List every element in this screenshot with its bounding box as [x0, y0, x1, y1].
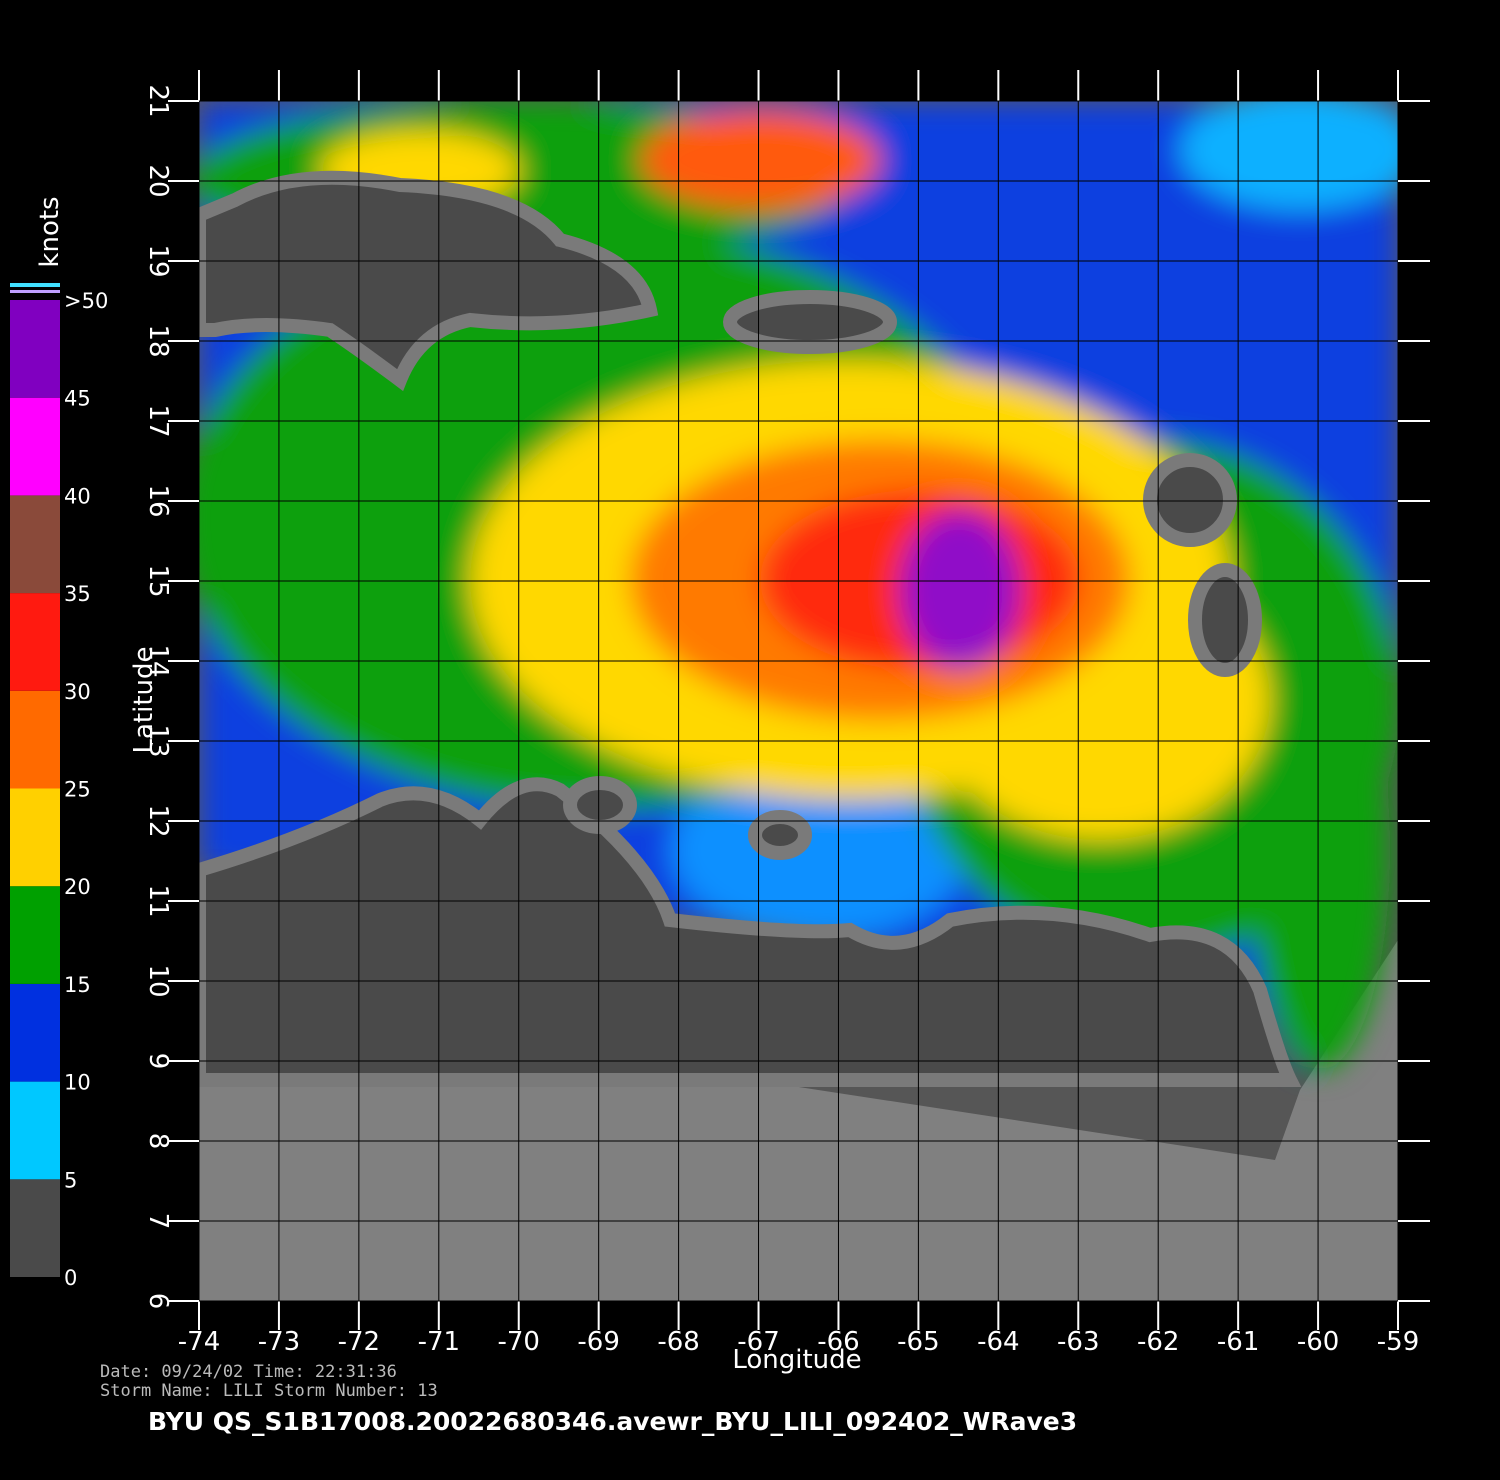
colorbar-segment [10, 593, 60, 691]
y-tick-label: 10 [143, 964, 173, 997]
x-tick-label: -68 [657, 1327, 699, 1357]
y-tick-label: 16 [143, 484, 173, 517]
colorbar-label: 15 [64, 973, 91, 997]
y-tick-label: 14 [143, 644, 173, 677]
x-tick-label: -61 [1217, 1327, 1259, 1357]
colorbar-label: 40 [64, 484, 91, 508]
colorbar-segment [10, 397, 60, 496]
x-axis-title: Longitude [732, 1345, 861, 1375]
footer-line: Date: 09/24/02 Time: 22:31:36 [100, 1362, 397, 1382]
colorbar-cap [10, 290, 60, 293]
colorbar-segment [10, 886, 60, 984]
colorbar-segment [10, 983, 60, 1082]
x-tick-label: -65 [897, 1327, 939, 1357]
x-tick-label: -73 [258, 1327, 300, 1357]
y-tick-label: 21 [143, 84, 173, 117]
colorbar-title: knots [35, 196, 65, 267]
y-tick-label: 7 [143, 1213, 173, 1230]
x-tick-label: -60 [1297, 1327, 1339, 1357]
y-tick-label: 8 [143, 1133, 173, 1150]
colorbar-label: 10 [64, 1071, 91, 1095]
y-tick-label: 19 [143, 244, 173, 277]
colorbar-cap [10, 283, 60, 287]
x-tick-label: -69 [577, 1327, 619, 1357]
colorbar-segment [10, 495, 60, 594]
y-tick-label: 6 [143, 1293, 173, 1310]
colorbar-segment [10, 300, 60, 398]
x-tick-label: -63 [1057, 1327, 1099, 1357]
y-tick-label: 11 [143, 884, 173, 917]
wind-field [199, 101, 1398, 1301]
colorbar-label: 5 [64, 1168, 77, 1192]
colorbar-segment [10, 690, 60, 789]
x-tick-label: -59 [1377, 1327, 1419, 1357]
y-tick-label: 17 [143, 404, 173, 437]
x-tick-label: -67 [737, 1327, 779, 1357]
colorbar-segment [10, 788, 60, 887]
colorbar-label: 35 [64, 582, 91, 606]
caption: BYU QS_S1B17008.20022680346.avewr_BYU_LI… [148, 1407, 1077, 1436]
x-tick-label: -74 [178, 1327, 220, 1357]
x-tick-label: -72 [338, 1327, 380, 1357]
y-tick-label: 20 [143, 164, 173, 197]
colorbar-label: 20 [64, 875, 91, 899]
x-tick-label: -62 [1137, 1327, 1179, 1357]
x-tick-label: -64 [977, 1327, 1019, 1357]
footer-line: Storm Name: LILI Storm Number: 13 [100, 1381, 438, 1401]
land-masses [199, 170, 1302, 1087]
y-tick-label: 18 [143, 324, 173, 357]
colorbar-label: 30 [64, 680, 91, 704]
colorbar-label: >50 [64, 289, 108, 313]
x-tick-label: -66 [817, 1327, 859, 1357]
colorbar-label: 0 [64, 1266, 77, 1290]
y-tick-label: 15 [143, 564, 173, 597]
x-tick-label: -71 [418, 1327, 460, 1357]
colorbar-label: 45 [64, 387, 91, 411]
colorbar-label: 25 [64, 778, 91, 802]
y-tick-label: 9 [143, 1053, 173, 1070]
colorbar-segment [10, 1179, 60, 1277]
colorbar-segment [10, 1081, 60, 1180]
x-tick-label: -70 [497, 1327, 539, 1357]
y-tick-label: 13 [143, 724, 173, 757]
y-axis-title: Latitude [129, 646, 159, 753]
y-tick-label: 12 [143, 804, 173, 837]
